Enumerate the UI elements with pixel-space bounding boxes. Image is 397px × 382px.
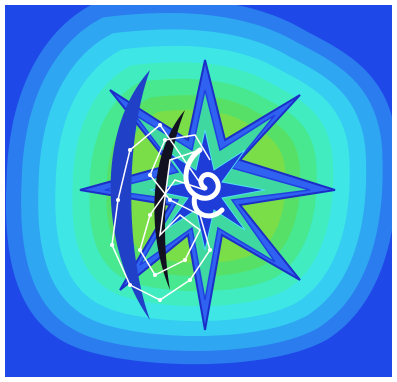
fractal-view <box>0 0 397 382</box>
fractal <box>5 0 397 377</box>
page <box>0 0 397 382</box>
